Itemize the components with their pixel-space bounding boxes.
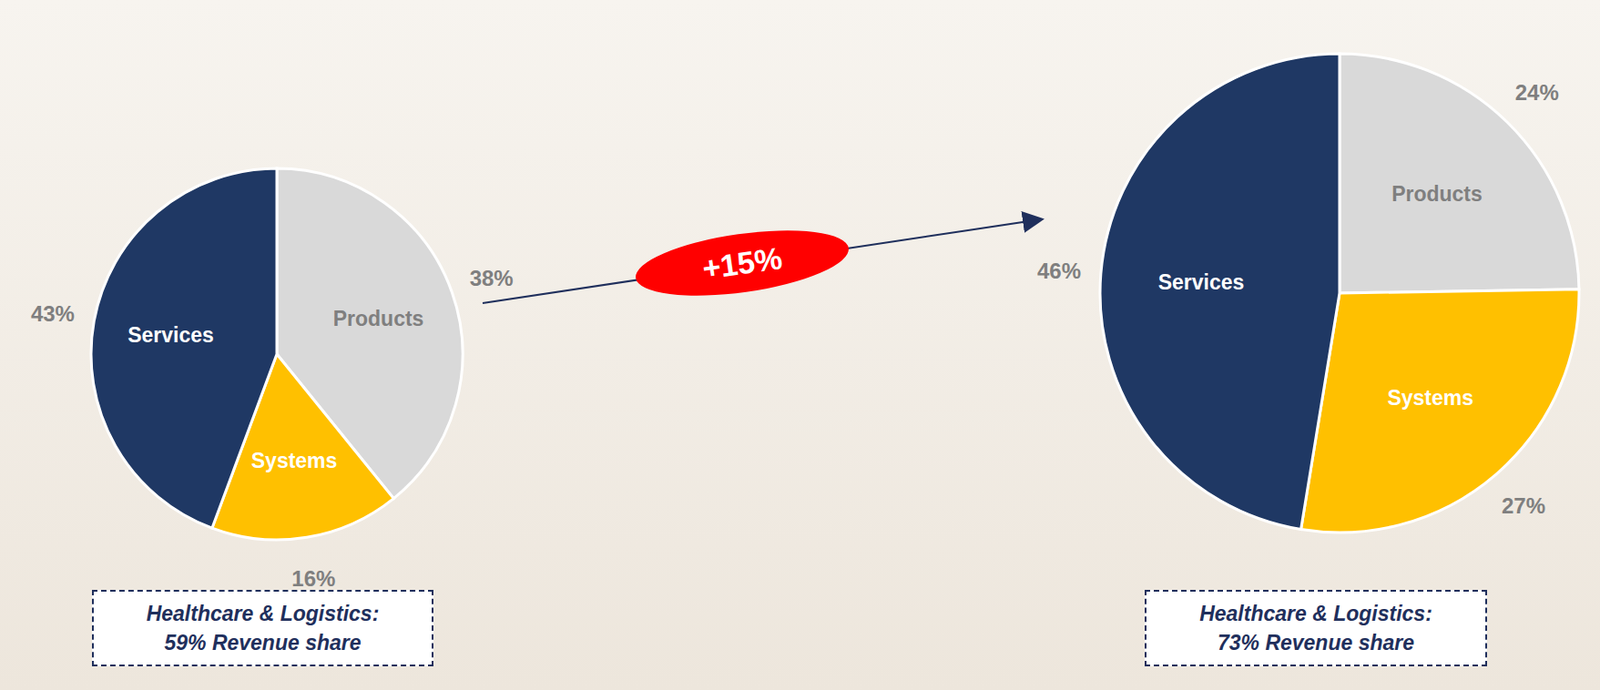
html-text:Healthcare & Logistics:: Healthcare & Logistics:	[1199, 601, 1433, 626]
svg-text:Products: Products	[1391, 182, 1483, 206]
svg-text:Services: Services	[1158, 270, 1245, 295]
html-text:73% Revenue share: 73% Revenue share	[1217, 631, 1415, 655]
svg-text:27%: 27%	[1501, 493, 1546, 519]
svg-text:Services: Services	[127, 323, 215, 347]
svg-text:Systems: Systems	[1386, 386, 1474, 410]
svg-text:24%: 24%	[1515, 80, 1560, 105]
html-text:Healthcare & Logistics:: Healthcare & Logistics:	[146, 601, 380, 626]
svg-text:Systems: Systems	[251, 448, 338, 473]
svg-text:43%: 43%	[30, 301, 75, 327]
svg-text:16%: 16%	[291, 566, 336, 592]
html-text:59% Revenue share: 59% Revenue share	[164, 631, 362, 655]
svg-text:46%: 46%	[1037, 258, 1081, 284]
svg-text:+15%: +15%	[700, 240, 785, 286]
svg-text:38%: 38%	[469, 265, 514, 291]
svg-text:Products: Products	[333, 306, 425, 331]
